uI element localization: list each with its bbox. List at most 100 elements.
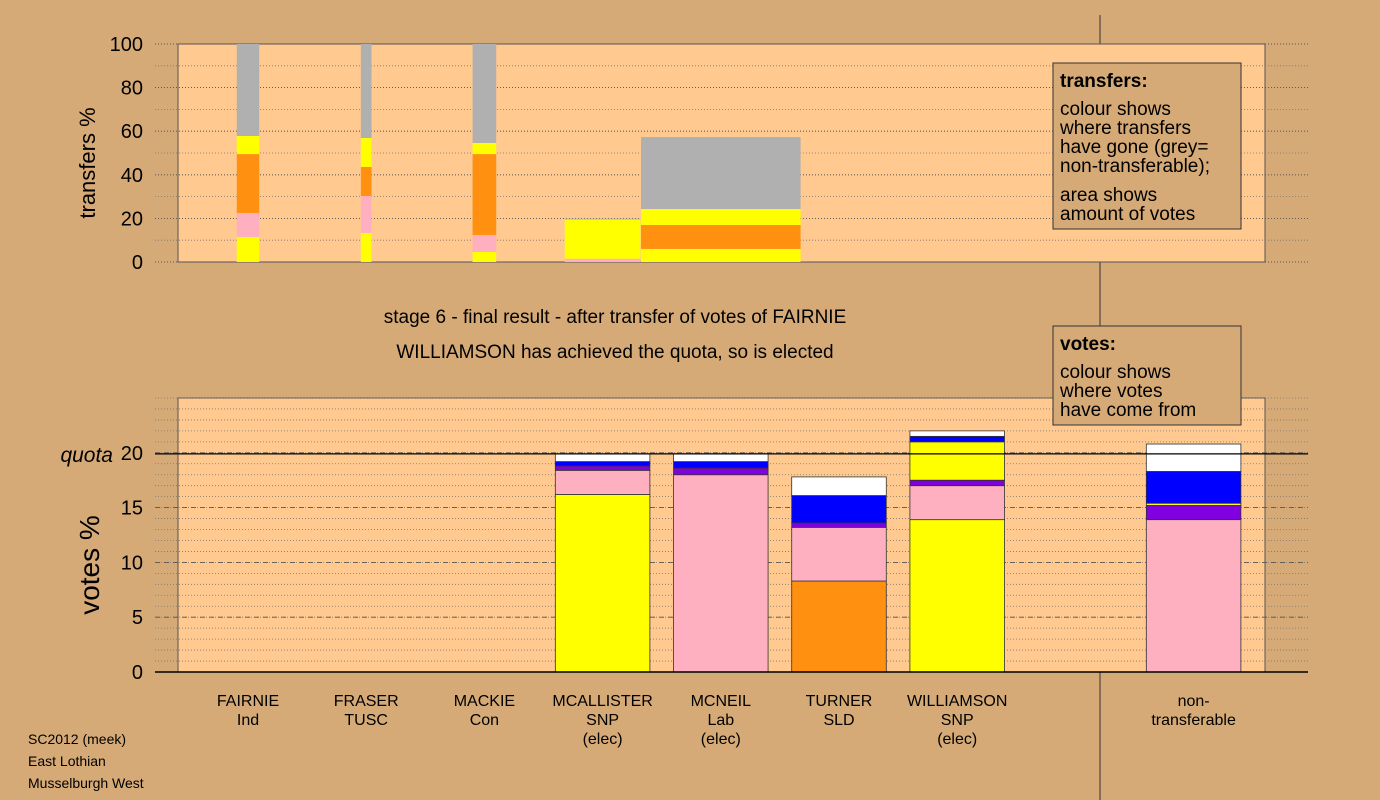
y-tick-label: 15 bbox=[121, 498, 143, 520]
y-tick-label: 0 bbox=[132, 662, 143, 684]
label-line: SNP bbox=[586, 712, 619, 729]
note-line: non-transferable); bbox=[1060, 156, 1210, 177]
bar-segment bbox=[641, 224, 801, 249]
note-line: area shows bbox=[1060, 185, 1157, 206]
quota-label: quota bbox=[60, 444, 113, 467]
label-line: Lab bbox=[707, 712, 734, 729]
note-line: have come from bbox=[1060, 400, 1196, 421]
bar-segment bbox=[472, 142, 497, 155]
label-line: SLD bbox=[823, 712, 854, 729]
bar-segment bbox=[360, 44, 372, 138]
x-tick-label: MCNEIL Lab (elec) bbox=[691, 693, 752, 748]
note-line: have gone (grey= bbox=[1060, 137, 1208, 158]
label-line: Ind bbox=[237, 712, 259, 729]
note-line: amount of votes bbox=[1060, 204, 1195, 225]
footer-line: Musselburgh West bbox=[28, 775, 144, 791]
label-line: (elec) bbox=[937, 731, 977, 748]
note-line: colour shows bbox=[1060, 99, 1171, 120]
bar-segment bbox=[554, 494, 651, 673]
y-tick-label: 20 bbox=[121, 208, 143, 230]
note-line: colour shows bbox=[1060, 362, 1171, 383]
label-line: MACKIE bbox=[454, 693, 515, 710]
bar-segment bbox=[791, 526, 887, 582]
bar-segment bbox=[1145, 443, 1242, 472]
bar-segment bbox=[360, 137, 372, 167]
bar-segment bbox=[1145, 471, 1242, 504]
footer-line: East Lothian bbox=[28, 753, 106, 769]
bar-segment bbox=[1145, 519, 1242, 673]
bar-segment bbox=[564, 218, 641, 220]
note-box bbox=[1052, 325, 1242, 426]
bar-segment bbox=[909, 485, 1005, 521]
bar-segment bbox=[554, 469, 651, 495]
y-tick-label: 0 bbox=[132, 252, 143, 274]
note-title: votes: bbox=[1060, 334, 1116, 355]
note-title: transfers: bbox=[1060, 71, 1148, 92]
x-tick-label: MACKIE Con bbox=[454, 693, 515, 729]
chart-subtitle: WILLIAMSON has achieved the quota, so is… bbox=[396, 342, 833, 363]
bar-segment bbox=[673, 467, 769, 476]
y-tick-label: 80 bbox=[121, 78, 143, 100]
bar-segment bbox=[673, 461, 769, 469]
bar-segment bbox=[236, 154, 260, 213]
y-tick-label: 60 bbox=[121, 121, 143, 143]
y-tick-label: 5 bbox=[132, 607, 143, 629]
bar-segment bbox=[564, 219, 641, 259]
bar-segment bbox=[791, 495, 887, 524]
label-line: MCNEIL bbox=[691, 693, 752, 710]
label-line: (elec) bbox=[583, 731, 623, 748]
label-line: SNP bbox=[941, 712, 974, 729]
bar-segment bbox=[360, 233, 372, 262]
bar-segment bbox=[1145, 505, 1242, 521]
bar-segment bbox=[472, 44, 497, 143]
bar-segment bbox=[641, 137, 801, 210]
bar-segment bbox=[564, 258, 641, 262]
label-line: Con bbox=[470, 712, 499, 729]
bar-segment bbox=[236, 236, 260, 262]
label-line: WILLIAMSON bbox=[907, 693, 1007, 710]
bar-segment bbox=[236, 135, 260, 155]
bar-segment bbox=[236, 212, 260, 237]
bar-segment bbox=[791, 476, 887, 496]
bar-segment bbox=[554, 461, 651, 467]
bar-segment bbox=[673, 474, 769, 673]
bar-segment bbox=[909, 430, 1005, 437]
x-tick-label: MCALLISTER SNP (elec) bbox=[552, 693, 652, 748]
bar-segment bbox=[472, 154, 497, 235]
label-line: (elec) bbox=[701, 731, 741, 748]
y-axis-title: votes % bbox=[74, 515, 105, 615]
label-line: transferable bbox=[1151, 712, 1236, 729]
bar-segment bbox=[791, 522, 887, 528]
note-box bbox=[1052, 62, 1242, 230]
bar-segment bbox=[554, 465, 651, 471]
label-line: TUSC bbox=[344, 712, 388, 729]
x-tick-label: TURNER SLD bbox=[806, 693, 873, 729]
bar-segment bbox=[472, 234, 497, 252]
x-tick-label: WILLIAMSON SNP (elec) bbox=[907, 693, 1007, 748]
bar-segment bbox=[236, 44, 260, 136]
label-line: FRASER bbox=[334, 693, 399, 710]
bar-segment bbox=[909, 519, 1005, 673]
chart-title: stage 6 - final result - after transfer … bbox=[384, 307, 847, 328]
footer-line: SC2012 (meek) bbox=[28, 731, 126, 747]
bar-segment bbox=[791, 580, 887, 673]
label-line: FAIRNIE bbox=[217, 693, 279, 710]
note-line: where votes bbox=[1059, 381, 1162, 402]
label-line: MCALLISTER bbox=[552, 693, 652, 710]
y-tick-label: 10 bbox=[121, 552, 143, 574]
label-line: TURNER bbox=[806, 693, 873, 710]
bar-segment bbox=[360, 166, 372, 196]
x-tick-label: non-transferable bbox=[1151, 693, 1236, 729]
bar-segment bbox=[673, 453, 769, 462]
y-tick-label: 100 bbox=[110, 34, 143, 56]
bar-segment bbox=[909, 435, 1005, 443]
bar-segment bbox=[641, 209, 801, 225]
bar-segment bbox=[360, 195, 372, 234]
bar-segment bbox=[472, 251, 497, 262]
note-line: where transfers bbox=[1059, 118, 1191, 139]
y-axis-title: transfers % bbox=[75, 107, 100, 218]
y-tick-label: 20 bbox=[121, 443, 143, 465]
bar-segment bbox=[641, 248, 801, 262]
